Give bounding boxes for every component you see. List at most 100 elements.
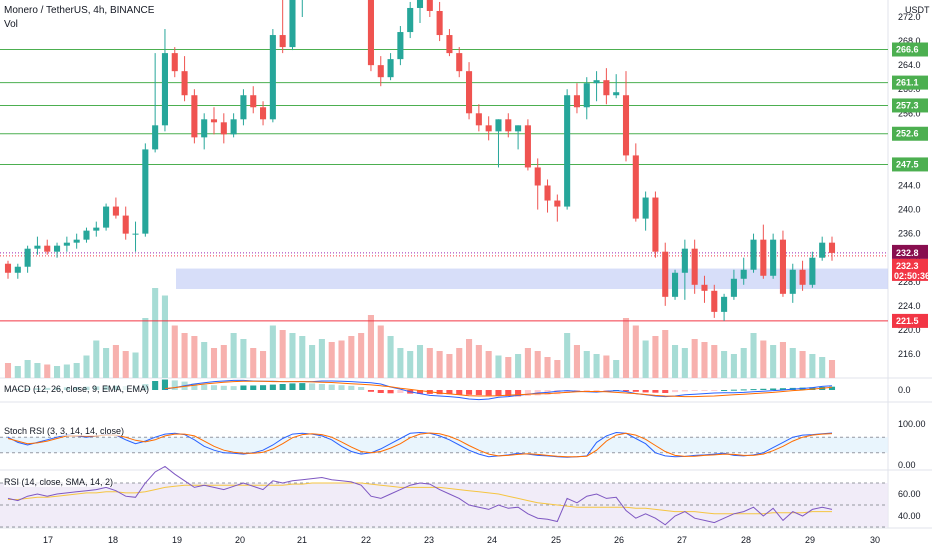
volume-bar xyxy=(662,330,669,378)
level-tag-label: 252.6 xyxy=(896,129,919,139)
macd-histogram-bar xyxy=(358,387,365,390)
volume-label: Vol xyxy=(4,19,18,30)
macd-histogram-bar xyxy=(220,385,227,390)
macd-label[interactable]: MACD (12, 26, close, 9, EMA, EMA) xyxy=(4,384,150,394)
candle-body xyxy=(809,257,816,285)
price-tick-label: 240.0 xyxy=(898,205,921,215)
volume-bar xyxy=(515,354,522,378)
time-tick-label: 30 xyxy=(870,535,880,545)
volume-bar xyxy=(142,318,149,378)
candle-body xyxy=(662,251,669,297)
volume-bar xyxy=(770,345,777,378)
macd-histogram-bar xyxy=(387,390,394,394)
macd-histogram-bar xyxy=(240,385,247,390)
macd-histogram-bar xyxy=(505,390,512,396)
volume-bar xyxy=(681,348,688,378)
macd-histogram-bar xyxy=(691,390,698,391)
candle-body xyxy=(83,230,90,240)
macd-histogram-bar xyxy=(279,384,286,390)
volume-bar xyxy=(583,351,590,378)
macd-histogram-bar xyxy=(515,390,522,397)
price-tick-label: 264.0 xyxy=(898,60,921,70)
candle-body xyxy=(191,95,198,138)
volume-bar xyxy=(73,363,80,378)
candle-body xyxy=(505,119,512,132)
volume-bar xyxy=(740,348,747,378)
candle-body xyxy=(250,95,257,108)
macd-histogram-bar xyxy=(583,390,590,391)
price-tick-label: 224.0 xyxy=(898,301,921,311)
volume-bar xyxy=(613,360,620,378)
candle-body xyxy=(14,266,21,273)
volume-bar xyxy=(721,351,728,378)
macd-histogram-bar xyxy=(171,380,178,390)
volume-bar xyxy=(152,288,159,378)
rsi-axis-bottom: 40.00 xyxy=(898,511,921,521)
volume-bar xyxy=(397,348,404,378)
volume-bar xyxy=(112,345,119,378)
macd-signal-line xyxy=(164,380,833,398)
candle-body xyxy=(142,149,149,234)
candle-body xyxy=(622,95,630,156)
candle-body xyxy=(171,53,178,72)
candle-body xyxy=(456,53,463,72)
volume-bar xyxy=(672,345,679,378)
macd-histogram-bar xyxy=(701,390,708,391)
time-tick-label: 17 xyxy=(43,535,53,545)
volume-bar xyxy=(416,345,424,378)
candle-body xyxy=(63,242,70,246)
time-tick-label: 20 xyxy=(235,535,245,545)
volume-bar xyxy=(622,318,630,378)
volume-bar xyxy=(701,342,708,378)
volume-bar xyxy=(603,355,610,378)
last-price-tag-label: 232.8 xyxy=(896,248,919,258)
volume-bar xyxy=(446,354,453,378)
macd-histogram-bar xyxy=(485,390,492,396)
level-tag-label: 257.3 xyxy=(896,100,919,110)
macd-histogram-bar xyxy=(828,386,836,390)
time-tick-label: 18 xyxy=(108,535,118,545)
candle-body xyxy=(230,119,237,135)
price-tick-label: 256.0 xyxy=(898,108,921,118)
time-tick-label: 26 xyxy=(614,535,624,545)
symbol-title: Monero / TetherUS, 4h, BINANCE xyxy=(4,5,155,16)
volume-bar xyxy=(171,325,178,378)
candle-body xyxy=(799,269,806,285)
volume-bar xyxy=(24,360,31,378)
macd-histogram-bar xyxy=(603,390,610,391)
last-price-tag xyxy=(892,244,928,259)
volume-bar xyxy=(387,336,394,378)
candle-body xyxy=(34,245,41,249)
volume-bar xyxy=(230,333,237,378)
candle-body xyxy=(260,107,267,120)
macd-histogram-bar xyxy=(740,389,747,391)
volume-bar xyxy=(93,340,100,378)
candle-body xyxy=(652,197,659,252)
level-tag-label: 266.6 xyxy=(896,44,919,54)
candle-body xyxy=(593,80,600,84)
volume-bar xyxy=(711,345,718,378)
level-tag-label: 221.5 xyxy=(896,316,919,326)
level-tag xyxy=(892,75,928,90)
candle-body xyxy=(603,80,610,96)
candle-body xyxy=(397,32,404,60)
macd-histogram-bar xyxy=(554,390,561,395)
stoch-band xyxy=(0,437,888,453)
stoch-rsi-label[interactable]: Stoch RSI (3, 3, 14, 14, close) xyxy=(4,426,125,436)
macd-histogram-bar xyxy=(681,390,688,392)
volume-bar xyxy=(191,336,198,378)
close-price-tag-label: 232.3 xyxy=(896,261,919,271)
volume-bar xyxy=(161,295,168,378)
macd-histogram-bar xyxy=(328,384,335,390)
currency-label: USDT xyxy=(905,5,930,15)
volume-bar xyxy=(122,351,129,378)
candle-body xyxy=(564,95,571,207)
rsi-axis-top: 60.00 xyxy=(898,489,921,499)
volume-bar xyxy=(642,340,649,378)
macd-histogram-bar xyxy=(760,388,767,390)
candle-body xyxy=(4,263,12,273)
rsi-label[interactable]: RSI (14, close, SMA, 14, 2) xyxy=(4,477,114,487)
candle-body xyxy=(613,92,620,96)
macd-histogram-bar xyxy=(250,385,257,390)
